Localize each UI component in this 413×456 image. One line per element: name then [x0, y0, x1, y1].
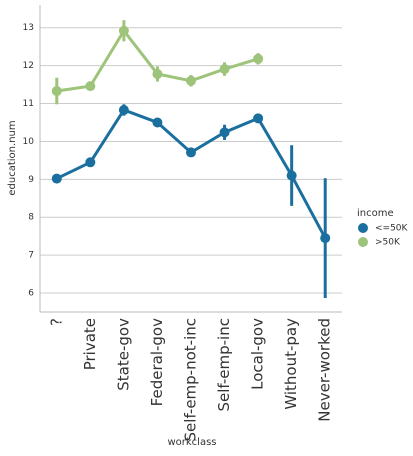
point — [152, 68, 163, 79]
point — [186, 147, 196, 158]
y-tick-label: 10 — [23, 137, 35, 147]
x-axis-label: workclass — [167, 437, 216, 448]
point — [186, 75, 196, 86]
legend-title: income — [357, 208, 394, 219]
x-tick-label: Without-pay — [282, 318, 300, 410]
series-line — [56, 28, 259, 93]
y-tick-label: 8 — [28, 213, 34, 223]
x-tick-label: ? — [47, 318, 65, 326]
legend-label: >50K — [375, 238, 401, 248]
y-tick-label: 12 — [23, 61, 34, 71]
legend-label: <=50K — [375, 224, 409, 234]
x-tick-label: Never-worked — [316, 318, 334, 422]
y-tick-label: 6 — [28, 289, 34, 299]
point — [51, 173, 62, 184]
legend-marker — [358, 237, 368, 247]
legend-marker — [358, 223, 368, 233]
point — [320, 233, 331, 244]
point — [286, 170, 297, 181]
x-tick-label: Federal-gov — [148, 318, 166, 406]
point — [118, 25, 129, 36]
y-tick-label: 7 — [28, 251, 34, 261]
series-line — [56, 108, 327, 239]
point — [85, 81, 96, 92]
y-tick-label: 9 — [28, 175, 34, 185]
point — [118, 104, 129, 115]
point — [219, 64, 230, 75]
point — [85, 157, 96, 168]
x-tick-label: State-gov — [114, 318, 132, 391]
y-tick-label: 11 — [23, 99, 34, 109]
y-axis-label: education.num — [7, 120, 18, 195]
point — [253, 53, 264, 64]
point — [219, 127, 230, 138]
x-tick-label: Local-gov — [249, 318, 267, 390]
x-tick-label: Self-emp-inc — [215, 318, 233, 412]
y-tick-label: 13 — [23, 23, 34, 33]
point — [253, 113, 264, 124]
point — [152, 117, 163, 128]
x-tick-label: Self-emp-not-inc — [182, 318, 200, 441]
point — [51, 86, 62, 97]
x-tick-label: Private — [81, 318, 99, 370]
